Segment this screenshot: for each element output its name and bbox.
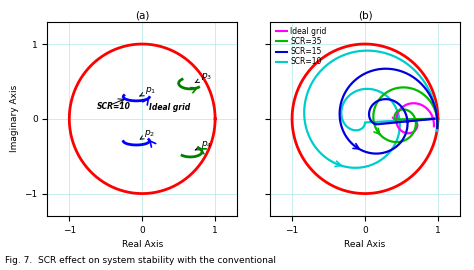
Legend: Ideal grid, SCR=35, SCR=15, SCR=10: Ideal grid, SCR=35, SCR=15, SCR=10 bbox=[274, 25, 328, 68]
X-axis label: Real Axis: Real Axis bbox=[344, 240, 386, 249]
Text: $p_2$: $p_2$ bbox=[140, 128, 155, 139]
X-axis label: Real Axis: Real Axis bbox=[121, 240, 163, 249]
Text: Fig. 7.  SCR effect on system stability with the conventional: Fig. 7. SCR effect on system stability w… bbox=[5, 256, 276, 265]
Text: $p_3$: $p_3$ bbox=[195, 72, 212, 83]
Text: $p_4$: $p_4$ bbox=[195, 140, 212, 150]
Text: $p_1$: $p_1$ bbox=[140, 85, 156, 96]
Title: (a): (a) bbox=[135, 11, 149, 21]
Title: (b): (b) bbox=[358, 11, 372, 21]
Text: Ideal grid: Ideal grid bbox=[149, 103, 191, 112]
Text: SCR=10: SCR=10 bbox=[97, 102, 131, 111]
Y-axis label: Imaginary Axis: Imaginary Axis bbox=[10, 85, 19, 153]
